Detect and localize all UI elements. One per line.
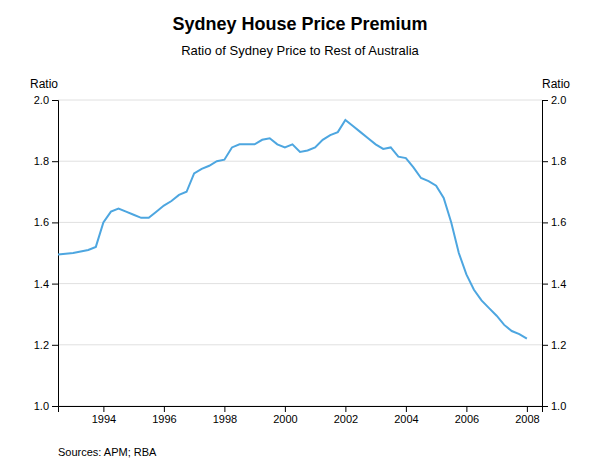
grid <box>58 100 542 406</box>
y2-tick: 1.4 <box>542 278 566 290</box>
y2-tick-mark <box>542 100 548 101</box>
y2-tick-label: 1.8 <box>551 155 566 167</box>
y2-tick: 2.0 <box>542 94 566 106</box>
x-tick-label: 2008 <box>515 413 539 425</box>
y-tick: 1.8 <box>34 155 58 167</box>
grid-line <box>58 283 542 284</box>
marks <box>58 120 527 339</box>
y2-tick: 1.8 <box>542 155 566 167</box>
x-tick-mark <box>466 406 467 412</box>
y2-tick: 1.0 <box>542 400 566 412</box>
y2-tick: 1.2 <box>542 339 566 351</box>
x-tick-label: 2004 <box>394 413 418 425</box>
y-tick: 1.6 <box>34 216 58 228</box>
x-tick: 2004 <box>394 406 418 425</box>
y2-tick: 1.6 <box>542 216 566 228</box>
y-tick: 1.0 <box>34 400 58 412</box>
title: Sydney House Price Premium <box>172 14 427 34</box>
y2-tick-mark <box>542 222 548 223</box>
y-tick-label: 1.4 <box>34 278 49 290</box>
x-tick-label: 2002 <box>334 413 358 425</box>
y2-tick-mark <box>542 345 548 346</box>
y2-tick-label: 2.0 <box>551 94 566 106</box>
plot-area: 199419961998200020022004200620081.01.21.… <box>34 94 567 425</box>
y-tick-label: 1.6 <box>34 216 49 228</box>
grid-line <box>58 222 542 223</box>
grid-line <box>58 344 542 345</box>
y-tick-label: 1.0 <box>34 400 49 412</box>
y2-tick-mark <box>542 161 548 162</box>
x-tick-label: 2000 <box>273 413 297 425</box>
y-axis-line <box>52 101 59 407</box>
x-tick: 1998 <box>213 406 237 425</box>
y-tick: 2.0 <box>34 94 58 106</box>
x-tick: 1994 <box>92 406 116 425</box>
x-tick-mark <box>285 406 286 412</box>
y-axis-title: Ratio <box>30 77 58 91</box>
x-tick-label: 1996 <box>152 413 176 425</box>
x-tick-label: 2006 <box>455 413 479 425</box>
y-tick-label: 1.8 <box>34 155 49 167</box>
y2-axis-title: Ratio <box>542 77 570 91</box>
subtitle: Ratio of Sydney Price to Rest of Austral… <box>181 43 419 58</box>
y2-tick-label: 1.6 <box>551 216 566 228</box>
x-tick: 2002 <box>334 406 358 425</box>
x-tick-mark <box>527 406 528 412</box>
grid-line <box>58 100 542 101</box>
y-tick-label: 1.2 <box>34 339 49 351</box>
y2-axis-line <box>543 101 549 407</box>
x-tick-mark <box>103 406 104 412</box>
y-tick-mark <box>52 345 58 346</box>
y-tick-label: 2.0 <box>34 94 49 106</box>
y2-axis: 1.0 1.2 1.4 1.6 1.8 2.0 <box>542 94 566 412</box>
x-axis: 1994 1996 1998 2000 2002 2004 2006 2008 <box>59 406 543 425</box>
line <box>58 120 527 339</box>
y-tick-mark <box>52 161 58 162</box>
x-axis-line <box>59 407 543 413</box>
chart: 199419961998200020022004200620081.01.21.… <box>0 0 600 468</box>
grid-line <box>58 161 542 162</box>
x-tick-mark <box>224 406 225 412</box>
x-tick-mark <box>406 406 407 412</box>
x-tick: 2008 <box>515 406 539 425</box>
x-tick-label: 1998 <box>213 413 237 425</box>
x-tick-mark <box>345 406 346 412</box>
y2-tick-label: 1.4 <box>551 278 566 290</box>
y-tick-mark <box>52 222 58 223</box>
x-tick-mark <box>164 406 165 412</box>
y-tick-mark <box>52 100 58 101</box>
y-tick-mark <box>52 406 58 407</box>
y-axis: 1.0 1.2 1.4 1.6 1.8 2.0 <box>34 94 59 412</box>
y2-tick-label: 1.2 <box>551 339 566 351</box>
x-tick: 1996 <box>152 406 176 425</box>
y-tick: 1.2 <box>34 339 58 351</box>
x-tick: 2006 <box>455 406 479 425</box>
y2-tick-mark <box>542 406 548 407</box>
y2-tick-label: 1.0 <box>551 400 566 412</box>
y-tick: 1.4 <box>34 278 58 290</box>
source: Sources: APM; RBA <box>58 446 157 458</box>
y2-tick-mark <box>542 284 548 285</box>
x-tick: 2000 <box>273 406 297 425</box>
x-tick-label: 1994 <box>92 413 116 425</box>
y-tick-mark <box>52 284 58 285</box>
